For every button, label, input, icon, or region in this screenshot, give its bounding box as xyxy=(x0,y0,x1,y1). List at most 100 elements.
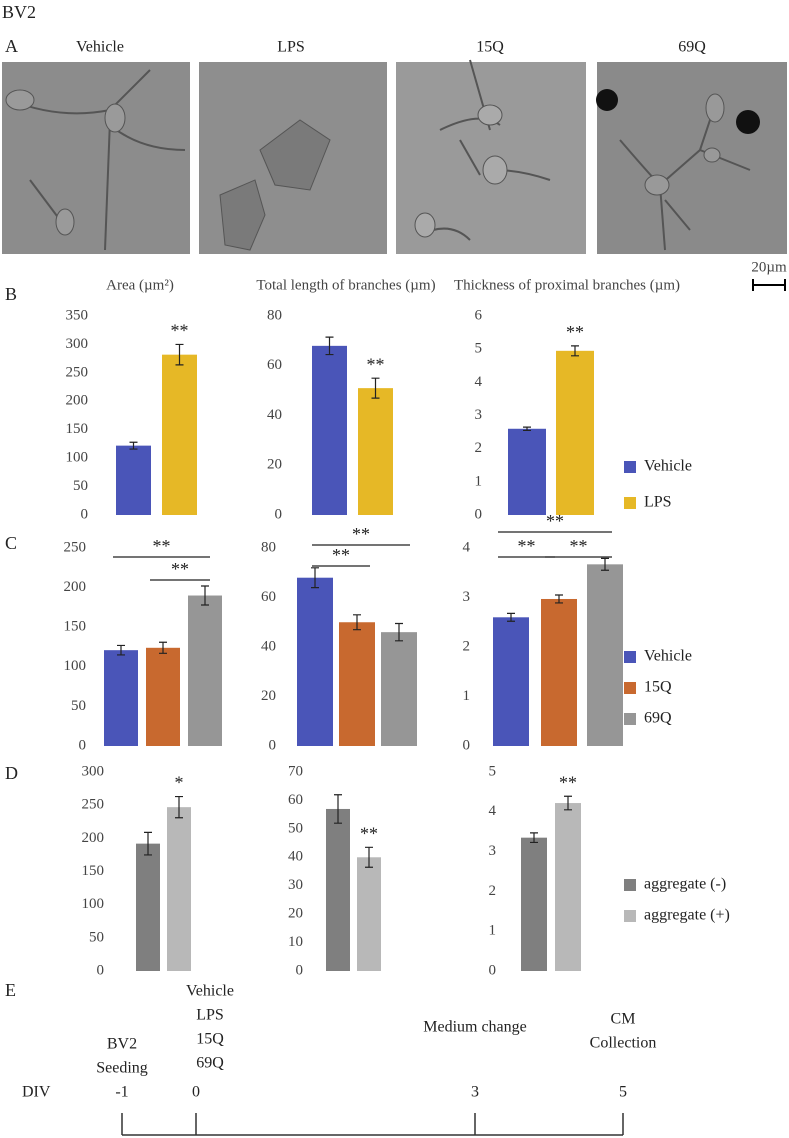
y-tick-label: 40 xyxy=(288,849,303,865)
y-tick-label: 0 xyxy=(489,962,497,978)
error-bar xyxy=(365,846,373,868)
bar xyxy=(146,647,180,746)
y-tick-label: 150 xyxy=(64,619,87,635)
error-bar xyxy=(311,567,319,589)
timeline-event: BV2 xyxy=(107,1036,137,1053)
y-tick-label: 5 xyxy=(475,341,483,357)
bar xyxy=(508,428,546,515)
y-tick-label: 350 xyxy=(66,307,89,323)
error-bar xyxy=(395,622,403,642)
y-tick-label: 0 xyxy=(463,737,471,753)
y-tick-label: 20 xyxy=(288,906,303,922)
timeline-tick-label: 3 xyxy=(471,1084,479,1101)
error-bar xyxy=(564,795,572,811)
bar xyxy=(555,803,581,971)
significance-label: ** xyxy=(559,772,577,792)
y-tick-label: 6 xyxy=(475,307,483,323)
timeline-event: Medium change xyxy=(423,1019,527,1036)
y-tick-label: 4 xyxy=(463,539,471,555)
y-tick-label: 70 xyxy=(288,763,303,779)
y-tick-label: 60 xyxy=(267,357,282,373)
legend-label: aggregate (-) xyxy=(644,876,726,893)
chart-title: Area (µm²) xyxy=(106,277,174,293)
y-tick-label: 50 xyxy=(89,929,104,945)
significance-label: ** xyxy=(360,823,378,843)
error-bar xyxy=(555,594,563,604)
panel-label: D xyxy=(5,763,18,783)
error-bar xyxy=(530,832,538,844)
legend-swatch xyxy=(624,497,636,509)
bar xyxy=(188,595,222,746)
y-tick-label: 100 xyxy=(82,896,105,912)
panel-label: C xyxy=(5,533,17,553)
bar xyxy=(541,598,577,746)
y-tick-label: 3 xyxy=(489,843,497,859)
bar xyxy=(339,622,375,746)
bar xyxy=(357,857,381,971)
timeline-event: LPS xyxy=(196,1007,224,1024)
y-tick-label: 10 xyxy=(288,934,303,950)
legend-label: 69Q xyxy=(644,710,672,727)
error-bar xyxy=(523,426,531,432)
bar xyxy=(326,808,350,971)
y-tick-label: 100 xyxy=(64,658,87,674)
significance-label: ** xyxy=(352,524,370,544)
timeline-event: 69Q xyxy=(196,1055,224,1072)
y-tick-label: 4 xyxy=(489,803,497,819)
y-tick-label: 1 xyxy=(475,473,483,489)
bar xyxy=(312,345,347,515)
timeline-tick-label: -1 xyxy=(115,1084,128,1101)
panel-label: A xyxy=(5,36,18,56)
error-bar xyxy=(601,557,609,571)
y-tick-label: 80 xyxy=(267,307,282,323)
bar xyxy=(358,388,393,515)
y-tick-label: 40 xyxy=(261,638,276,654)
significance-label: ** xyxy=(546,511,564,531)
y-tick-label: 50 xyxy=(73,478,88,494)
significance-label: ** xyxy=(332,545,350,565)
panel-label: B xyxy=(5,284,17,304)
y-tick-label: 20 xyxy=(261,688,276,704)
error-bar xyxy=(117,644,125,656)
panel-label: E xyxy=(5,980,16,1000)
error-bar xyxy=(334,794,342,824)
y-tick-label: 40 xyxy=(267,407,282,423)
error-bar xyxy=(175,795,183,819)
y-tick-label: 60 xyxy=(261,589,276,605)
y-tick-label: 200 xyxy=(64,579,87,595)
legend-label: Vehicle xyxy=(644,458,692,475)
error-bar xyxy=(325,336,334,356)
y-tick-label: 2 xyxy=(475,440,483,456)
legend-label: aggregate (+) xyxy=(644,907,730,924)
y-tick-label: 5 xyxy=(489,763,497,779)
image-label: 15Q xyxy=(476,39,504,56)
y-tick-label: 0 xyxy=(81,506,89,522)
bar xyxy=(493,617,529,746)
y-tick-label: 20 xyxy=(267,457,282,473)
legend-swatch xyxy=(624,879,636,891)
timeline-label: DIV xyxy=(22,1084,51,1101)
image-label: 69Q xyxy=(678,39,706,56)
y-tick-label: 150 xyxy=(66,421,89,437)
error-bar xyxy=(507,612,515,622)
bar xyxy=(116,445,151,515)
image-label: Vehicle xyxy=(76,39,124,56)
y-tick-label: 250 xyxy=(64,539,87,555)
bar xyxy=(556,350,594,515)
y-tick-label: 0 xyxy=(275,506,283,522)
figure-title: BV2 xyxy=(2,2,36,22)
timeline-event: 15Q xyxy=(196,1031,224,1048)
error-bar xyxy=(571,345,579,357)
y-tick-label: 3 xyxy=(475,407,483,423)
bar xyxy=(521,837,547,971)
bar xyxy=(381,632,417,746)
error-bar xyxy=(353,614,361,631)
bar xyxy=(167,807,191,971)
significance-label: ** xyxy=(171,559,189,579)
significance-label: ** xyxy=(367,354,385,374)
bar xyxy=(297,577,333,746)
y-tick-label: 4 xyxy=(475,374,483,390)
timeline-event: Collection xyxy=(590,1035,657,1052)
y-tick-label: 2 xyxy=(489,883,497,899)
significance-label: * xyxy=(175,773,184,793)
